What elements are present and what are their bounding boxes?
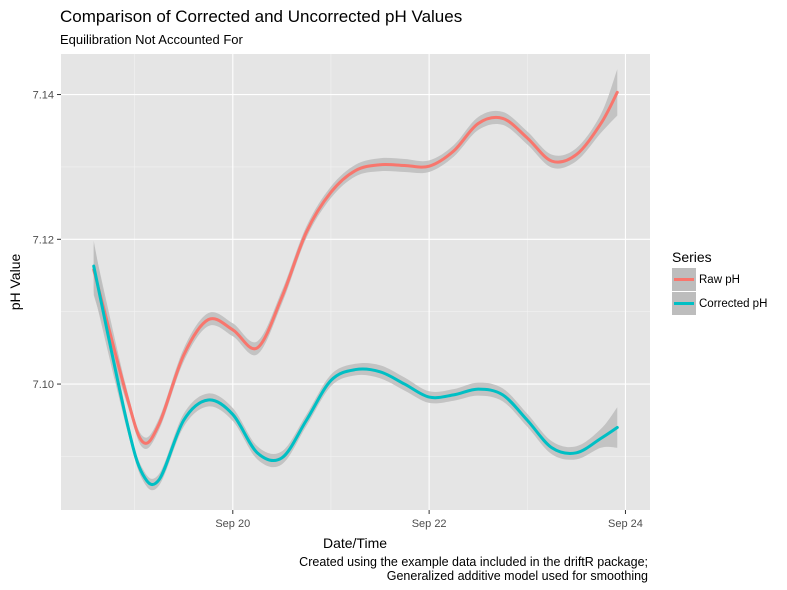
series-lines bbox=[92, 90, 619, 487]
caption-line-2: Generalized additive model used for smoo… bbox=[387, 569, 648, 583]
legend: Series Raw pH Corrected pH bbox=[672, 249, 767, 315]
x-tick-label: Sep 20 bbox=[215, 518, 250, 530]
x-axis-title: Date/Time bbox=[323, 535, 387, 551]
x-axis: Sep 20 Sep 22 Sep 24 bbox=[215, 510, 643, 530]
y-axis-title: pH Value bbox=[7, 254, 23, 311]
legend-title: Series bbox=[672, 249, 712, 265]
legend-label: Corrected pH bbox=[699, 298, 767, 310]
x-tick-label: Sep 24 bbox=[608, 518, 643, 530]
confidence-band-corrected-ph bbox=[93, 240, 618, 491]
plot-background bbox=[61, 54, 650, 510]
y-tick-label: 7.10 bbox=[33, 379, 54, 391]
x-tick-label: Sep 22 bbox=[412, 518, 447, 530]
caption-line-1: Created using the example data included … bbox=[299, 555, 648, 569]
series-line-corrected-ph bbox=[92, 264, 619, 487]
major-grid bbox=[61, 54, 650, 510]
y-axis: 7.10 7.12 7.14 bbox=[33, 90, 61, 391]
plot-panel bbox=[61, 54, 650, 510]
chart-subtitle: Equilibration Not Accounted For bbox=[60, 32, 243, 47]
chart-title: Comparison of Corrected and Uncorrected … bbox=[60, 7, 462, 26]
y-tick-label: 7.12 bbox=[33, 234, 54, 246]
confidence-bands bbox=[93, 69, 618, 491]
y-tick-label: 7.14 bbox=[33, 90, 54, 102]
series-line-raw-ph bbox=[92, 90, 619, 445]
legend-label: Raw pH bbox=[699, 274, 740, 286]
